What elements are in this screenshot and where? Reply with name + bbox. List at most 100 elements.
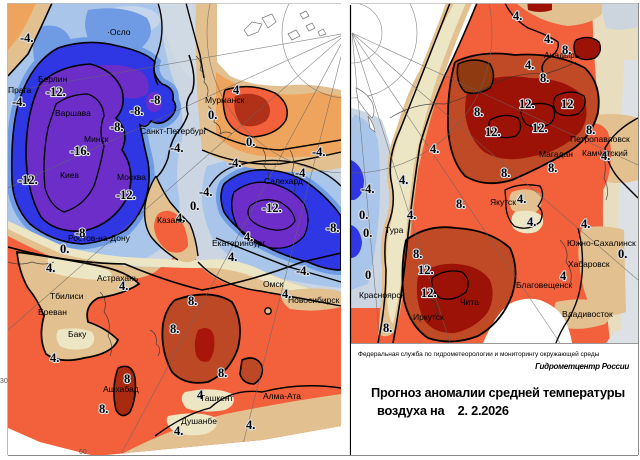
svg-text:Камчатский: Камчатский <box>582 148 628 158</box>
svg-text:0.: 0. <box>190 199 199 213</box>
svg-text:Минск: Минск <box>84 134 109 144</box>
svg-text:-12.: -12. <box>116 188 136 202</box>
svg-text:-8.: -8. <box>326 221 340 235</box>
svg-text:8.: 8. <box>456 197 465 211</box>
svg-text:Киев: Киев <box>60 170 79 180</box>
svg-text:12.: 12. <box>418 263 434 277</box>
svg-text:4.: 4. <box>246 418 255 432</box>
svg-text:Гидрометцентр России: Гидрометцентр России <box>535 362 629 371</box>
svg-text:-8: -8 <box>75 226 85 240</box>
svg-text:Екатеринбург: Екатеринбург <box>212 238 265 248</box>
svg-text:-4.: -4. <box>296 264 310 278</box>
svg-text:0.: 0. <box>618 247 627 261</box>
svg-text:4.: 4. <box>517 192 526 206</box>
svg-text:воздуха на 2. 2.2026: воздуха на 2. 2.2026 <box>377 403 509 418</box>
svg-text:8.: 8. <box>413 247 422 261</box>
svg-text:12.: 12. <box>485 125 501 139</box>
svg-text:-4.: -4. <box>312 145 326 159</box>
svg-text:Прага: Прага <box>8 85 31 95</box>
svg-text:4.: 4. <box>50 351 59 365</box>
svg-text:Федеральная служба по гидромет: Федеральная служба по гидрометеорологии … <box>358 350 600 358</box>
svg-text:Владивосток: Владивосток <box>562 309 613 319</box>
svg-text:12.: 12. <box>532 121 548 135</box>
svg-text:0: 0 <box>365 268 371 282</box>
svg-text:Ташкент: Ташкент <box>200 393 234 403</box>
svg-text:4.: 4. <box>46 261 55 275</box>
svg-text:8.: 8. <box>586 123 595 137</box>
svg-text:Ростов-на-Дону: Ростов-на-Дону <box>68 233 131 243</box>
svg-text:8.: 8. <box>501 166 510 180</box>
svg-text:4.: 4. <box>282 287 291 301</box>
svg-text:8: 8 <box>124 372 130 386</box>
svg-text:8.: 8. <box>99 402 108 416</box>
svg-text:8.: 8. <box>474 105 483 119</box>
svg-text:-12.: -12. <box>262 201 282 215</box>
svg-text:-8: -8 <box>150 93 160 107</box>
svg-text:Петропавловск: Петропавловск <box>570 134 630 144</box>
svg-text:8.: 8. <box>218 366 227 380</box>
svg-text:8.: 8. <box>548 161 557 175</box>
svg-text:4.: 4. <box>513 9 522 23</box>
svg-text:-8.: -8. <box>130 104 144 118</box>
svg-text:4: 4 <box>197 388 204 402</box>
svg-text:8.: 8. <box>383 321 392 335</box>
svg-text:Иркутск: Иркутск <box>413 312 444 322</box>
svg-text:Магадан: Магадан <box>539 149 573 159</box>
svg-text:0.: 0. <box>363 226 372 240</box>
svg-text:4: 4 <box>560 269 567 283</box>
svg-text:Якутск: Якутск <box>490 197 516 207</box>
svg-text:-4.: -4. <box>20 31 34 45</box>
svg-text:8.: 8. <box>562 43 571 57</box>
svg-text:4.: 4. <box>581 217 590 231</box>
svg-text:-4.: -4. <box>170 141 184 155</box>
svg-text:-8.: -8. <box>110 120 124 134</box>
svg-text:Варшава: Варшава <box>55 108 91 118</box>
svg-text:Чита: Чита <box>460 297 479 307</box>
svg-text:4.: 4. <box>176 211 185 225</box>
svg-text:Ашхабад: Ашхабад <box>103 384 139 394</box>
svg-text:Тура: Тура <box>385 225 404 235</box>
svg-text:0.: 0. <box>208 108 217 122</box>
svg-text:Прогноз аномалии средней темпе: Прогноз аномалии средней температуры <box>371 385 625 400</box>
svg-text:4.: 4. <box>527 215 536 229</box>
svg-text:4.: 4. <box>244 230 253 244</box>
svg-text:-12.: -12. <box>18 173 38 187</box>
svg-text:4.: 4. <box>228 250 237 264</box>
svg-text:Анадырь: Анадырь <box>544 50 580 60</box>
svg-text:12: 12 <box>561 97 574 111</box>
svg-text:Салехард: Салехард <box>264 176 303 186</box>
svg-text:4.: 4. <box>601 149 610 163</box>
svg-text:Южно-Сахалинск: Южно-Сахалинск <box>567 238 636 248</box>
svg-text:Ереван: Ереван <box>38 307 67 317</box>
svg-text:-4.: -4. <box>12 95 26 109</box>
svg-text:4: 4 <box>233 83 240 97</box>
svg-text:30: 30 <box>0 378 8 385</box>
svg-text:0.: 0. <box>246 135 255 149</box>
svg-text:Благовещенск: Благовещенск <box>516 280 573 290</box>
svg-text:4.: 4. <box>407 208 416 222</box>
svg-text:12.: 12. <box>421 286 437 300</box>
svg-text:4.: 4. <box>174 424 183 438</box>
svg-text:4.: 4. <box>399 173 408 187</box>
svg-text:8.: 8. <box>188 294 197 308</box>
svg-text:-4: -4 <box>295 166 306 180</box>
svg-text:Красноярск: Красноярск <box>359 290 405 300</box>
svg-text:·Осло: ·Осло <box>107 27 131 37</box>
svg-text:Хабаровск: Хабаровск <box>568 259 610 269</box>
svg-text:Москва: Москва <box>117 172 146 182</box>
svg-text:8.: 8. <box>540 71 549 85</box>
svg-text:0.: 0. <box>60 242 69 256</box>
svg-text:-12.: -12. <box>46 85 66 99</box>
svg-text:60: 60 <box>79 449 87 456</box>
svg-text:Берлин: Берлин <box>38 74 67 84</box>
svg-text:Омск: Омск <box>263 279 284 289</box>
svg-text:Казань: Казань <box>157 215 185 225</box>
svg-text:8.: 8. <box>170 322 179 336</box>
svg-text:Алма-Ата: Алма-Ата <box>263 391 301 401</box>
svg-text:-4.: -4. <box>199 185 213 199</box>
svg-text:Тбилиси: Тбилиси <box>50 291 84 301</box>
svg-text:Новосибирск: Новосибирск <box>288 295 340 305</box>
svg-text:Астрахань: Астрахань <box>97 273 139 283</box>
svg-text:12.: 12. <box>519 97 535 111</box>
svg-text:-16.: -16. <box>70 144 90 158</box>
